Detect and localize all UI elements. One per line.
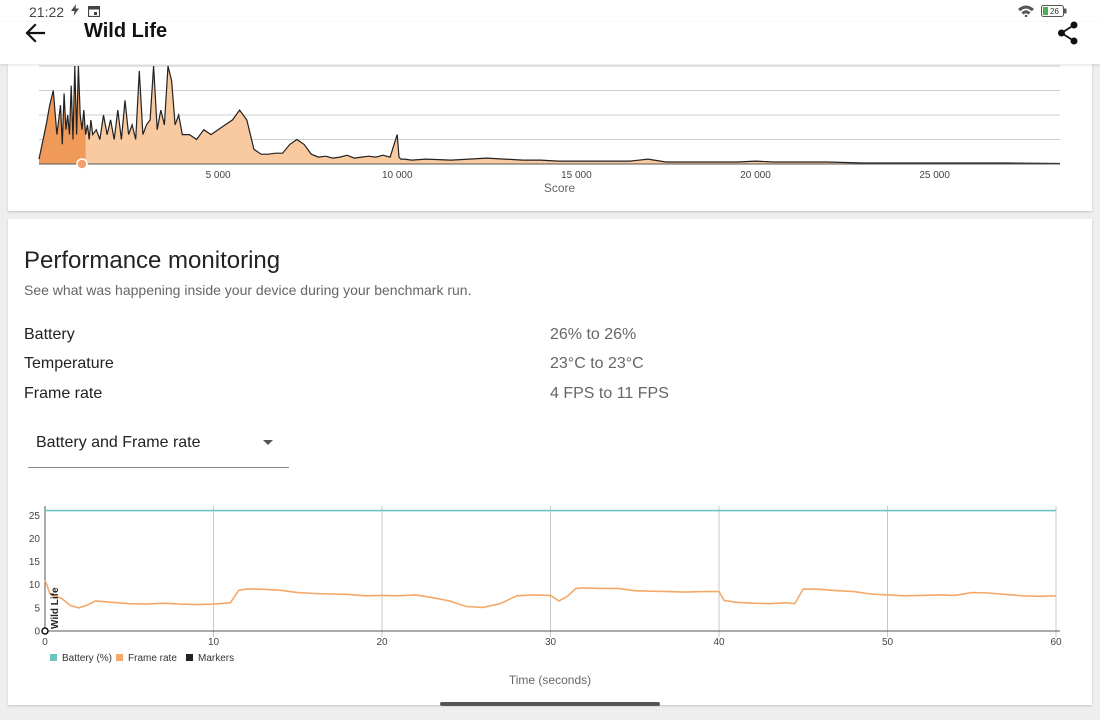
x-axis-title: Time (seconds): [509, 673, 591, 687]
charging-bolt-icon: [71, 4, 79, 16]
y-tick-label: 0: [34, 627, 40, 638]
chart-metric-dropdown[interactable]: Battery and Frame rate: [28, 424, 289, 468]
chevron-down-icon: [263, 440, 273, 445]
performance-chart: 0 5 10 15 20 25 0 10 20 30 40 50 60 Wild Life Battery …: [29, 506, 1062, 687]
x-tick-label: 15 000: [561, 170, 592, 181]
score-distribution-chart: 5 000 10 000 15 000 20 000 25 000 Score: [38, 65, 1061, 195]
y-tick-label: 20: [29, 534, 41, 545]
legend-label: Frame rate: [128, 653, 177, 664]
marker-label: Wild Life: [50, 587, 61, 629]
x-axis-title: Score: [544, 181, 576, 195]
temperature-label: Temperature: [24, 355, 114, 372]
marker-point: [41, 627, 49, 635]
battery-value: 26% to 26%: [550, 326, 637, 343]
x-tick-label: 10: [208, 637, 220, 648]
page-title: Wild Life: [84, 20, 168, 42]
x-tick-label: 50: [882, 637, 894, 648]
section-subtitle: See what was happening inside your devic…: [24, 282, 472, 298]
status-bar: 21:22 26: [0, 0, 1100, 22]
home-gesture-bar[interactable]: [440, 702, 660, 706]
y-tick-label: 5: [34, 603, 40, 614]
section-title: Performance monitoring: [24, 247, 281, 274]
battery-label: Battery: [24, 326, 75, 343]
y-tick-label: 25: [29, 511, 41, 522]
status-time: 21:22: [29, 4, 65, 20]
distribution-area-highlight: [39, 66, 86, 164]
x-tick-label: 0: [42, 637, 48, 648]
x-tick-label: 40: [713, 637, 725, 648]
x-tick-label: 10 000: [382, 170, 413, 181]
arrow-left-icon[interactable]: [24, 22, 48, 44]
wifi-icon: [1018, 5, 1034, 17]
your-score-marker: [76, 158, 88, 170]
legend-swatch: [116, 654, 123, 661]
frame-rate-label: Frame rate: [24, 385, 103, 402]
app-bar: Wild Life: [0, 20, 1100, 64]
legend-label: Markers: [198, 653, 234, 664]
frame-rate-line: [44, 579, 1057, 609]
legend-swatch: [186, 654, 193, 661]
x-tick-label: 60: [1050, 637, 1062, 648]
battery-icon: 26: [1041, 5, 1067, 17]
y-tick-label: 10: [29, 580, 41, 591]
distribution-line: [38, 65, 1061, 165]
frame-rate-value: 4 FPS to 11 FPS: [550, 385, 669, 402]
temperature-value: 23°C to 23°C: [550, 355, 644, 372]
battery-level-text: 26: [1050, 7, 1059, 16]
x-tick-label: 20: [376, 637, 388, 648]
x-tick-label: 20 000: [740, 170, 771, 181]
x-tick-label: 5 000: [206, 170, 231, 181]
legend-label: Battery (%): [62, 653, 112, 664]
score-distribution-card: 5 000 10 000 15 000 20 000 25 000 Score: [8, 64, 1092, 211]
y-tick-label: 15: [29, 557, 41, 568]
share-icon[interactable]: [1057, 21, 1079, 45]
x-tick-label: 30: [545, 637, 557, 648]
legend-swatch: [50, 654, 57, 661]
calendar-icon: [88, 6, 100, 17]
x-tick-label: 25 000: [919, 170, 950, 181]
dropdown-selected-value: Battery and Frame rate: [36, 434, 201, 451]
performance-monitoring-card: Performance monitoring See what was happ…: [8, 219, 1092, 705]
